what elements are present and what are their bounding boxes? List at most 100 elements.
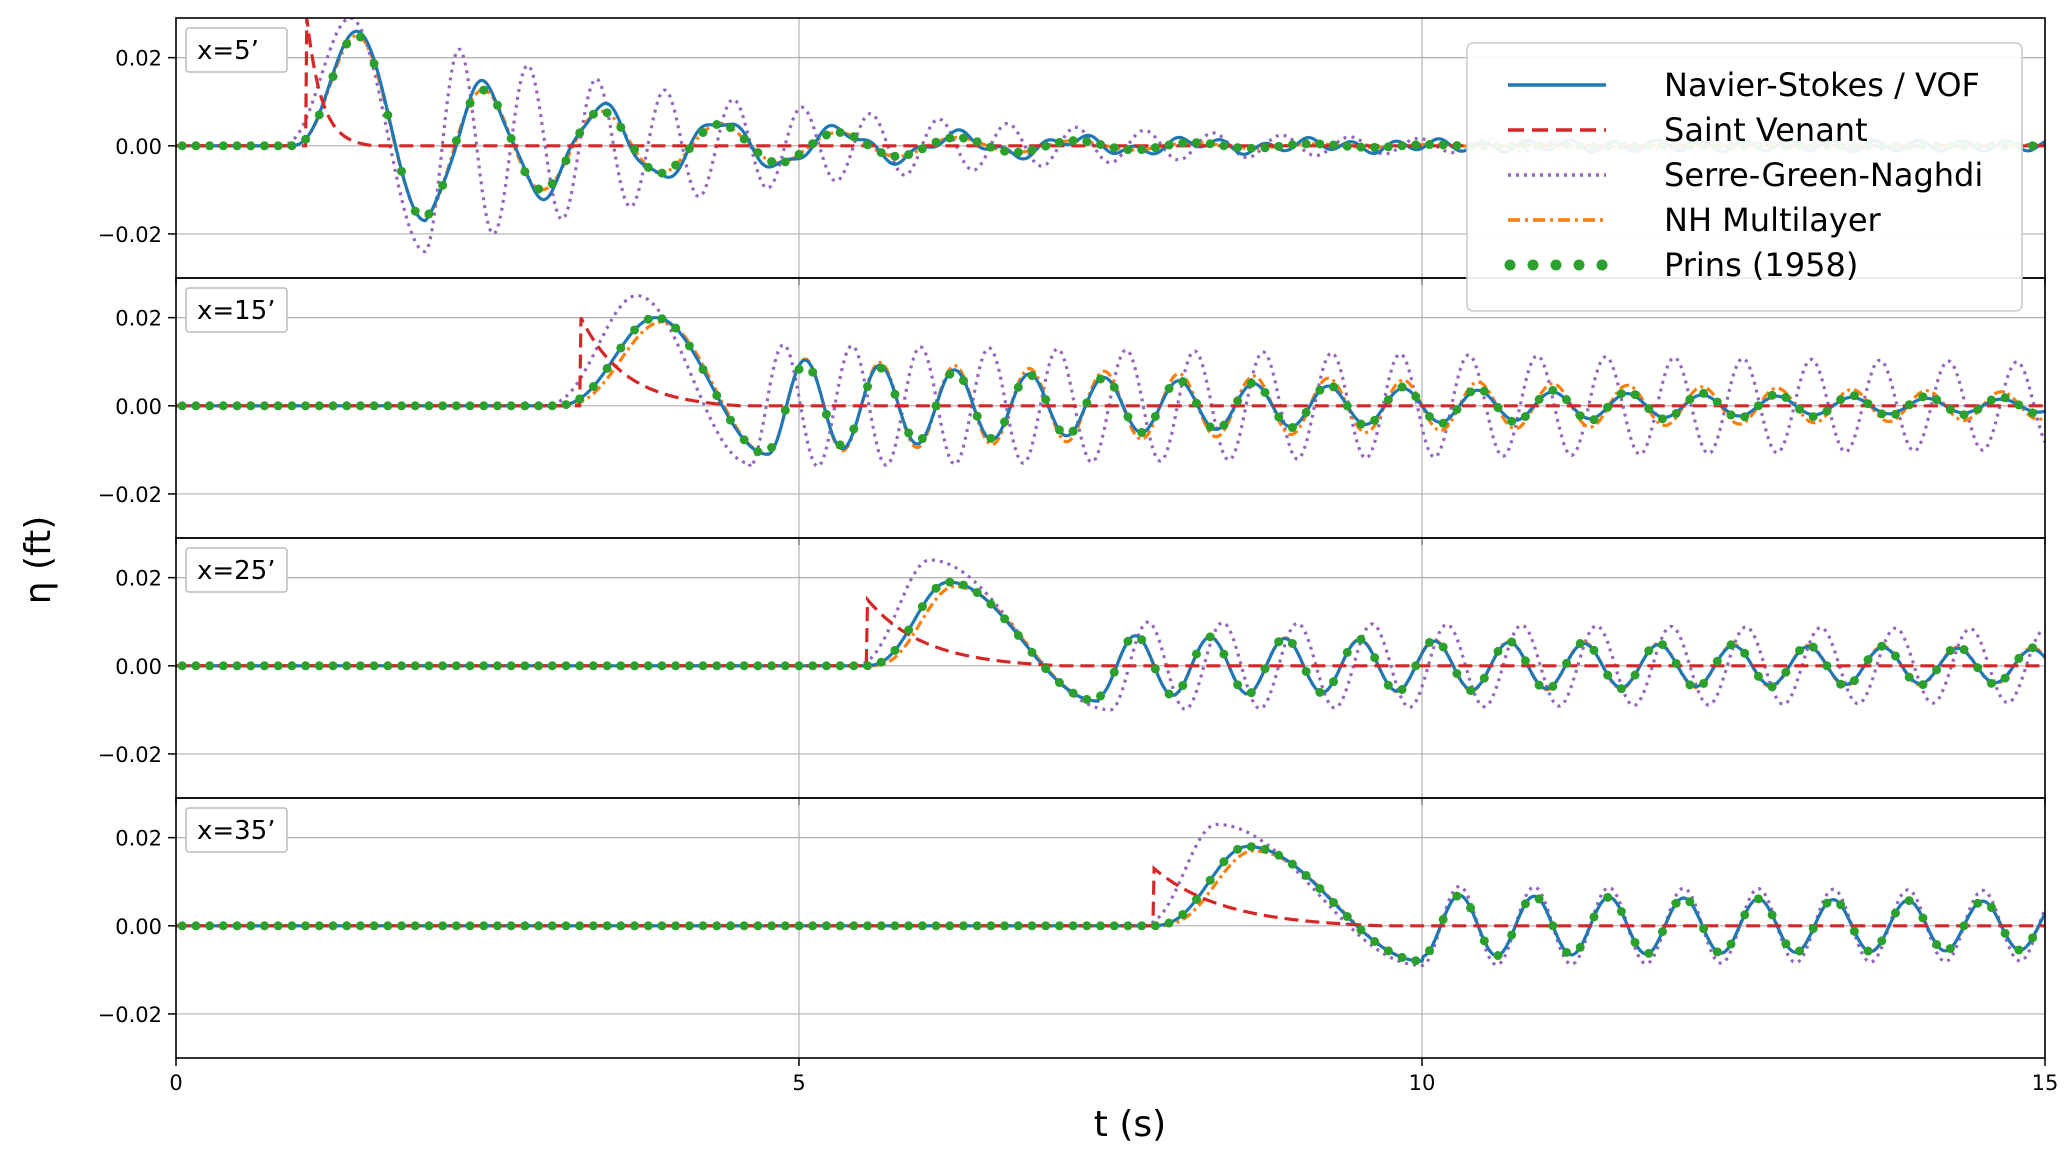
series-marker bbox=[1603, 402, 1613, 412]
y-tick-label: 0.02 bbox=[115, 567, 162, 591]
series-marker bbox=[438, 661, 448, 671]
series-marker bbox=[1493, 951, 1503, 961]
series-marker bbox=[1301, 870, 1311, 880]
series-marker bbox=[1767, 910, 1777, 920]
series-marker bbox=[1466, 686, 1476, 696]
series-marker bbox=[547, 179, 557, 189]
x-tick-label: 15 bbox=[2032, 1071, 2059, 1095]
series-marker bbox=[355, 921, 365, 931]
series-marker bbox=[451, 401, 461, 411]
series-marker bbox=[643, 314, 653, 324]
series-marker bbox=[904, 625, 914, 635]
series-marker bbox=[1315, 385, 1325, 395]
series-marker bbox=[684, 661, 694, 671]
series-marker bbox=[1548, 385, 1558, 395]
series-marker bbox=[547, 661, 557, 671]
panel-label-box bbox=[185, 807, 288, 853]
series-marker bbox=[1520, 656, 1530, 666]
x-axis-ticks: 0 5 10 15 bbox=[169, 1058, 2058, 1095]
series-marker bbox=[1356, 634, 1366, 644]
series-marker bbox=[849, 132, 859, 142]
series-marker bbox=[917, 921, 927, 931]
series-marker bbox=[917, 434, 927, 444]
series-marker bbox=[1164, 384, 1174, 394]
series-marker bbox=[1329, 897, 1339, 907]
series-marker bbox=[246, 921, 256, 931]
x-tick-label: 0 bbox=[169, 1071, 182, 1095]
series-line bbox=[176, 558, 2045, 712]
series-marker bbox=[1287, 859, 1297, 869]
series-marker bbox=[1740, 648, 1750, 658]
series-marker bbox=[1699, 678, 1709, 688]
series-marker bbox=[1808, 924, 1818, 934]
series-marker bbox=[342, 39, 352, 49]
series-marker bbox=[1329, 382, 1339, 392]
panel-label: x=25’ bbox=[197, 556, 276, 586]
series-marker bbox=[1877, 641, 1887, 651]
panel: −0.02 0.00 0.02 x=25’ bbox=[98, 537, 2046, 805]
series-marker bbox=[1424, 637, 1434, 647]
series-marker bbox=[1918, 392, 1928, 402]
series-marker bbox=[972, 411, 982, 421]
series-marker bbox=[369, 921, 379, 931]
y-tick-label: 0.00 bbox=[115, 395, 162, 419]
series-marker bbox=[958, 921, 968, 931]
series-marker bbox=[1424, 946, 1434, 956]
series-marker bbox=[1740, 412, 1750, 422]
series-marker bbox=[520, 661, 530, 671]
series-marker bbox=[561, 921, 571, 931]
series-marker bbox=[863, 140, 873, 150]
series-marker bbox=[739, 435, 749, 445]
legend-box bbox=[1466, 42, 2023, 312]
series-marker bbox=[986, 433, 996, 443]
series-marker bbox=[1808, 412, 1818, 422]
series-marker bbox=[355, 661, 365, 671]
series-marker bbox=[1438, 914, 1448, 924]
series-marker bbox=[259, 401, 269, 411]
panels-group: −0.020.000.02 x=5’−0.020.000.02 x=15’−0.02… bbox=[98, 17, 2046, 1059]
series-marker bbox=[534, 921, 544, 931]
series-marker bbox=[1657, 414, 1667, 424]
series-marker bbox=[479, 661, 489, 671]
legend-label: Navier-Stokes / VOF bbox=[1664, 66, 1980, 104]
series-marker bbox=[1246, 688, 1256, 698]
series-marker bbox=[958, 133, 968, 143]
series-marker bbox=[492, 100, 502, 110]
series-marker bbox=[191, 661, 201, 671]
series-line bbox=[176, 865, 2045, 928]
series-marker bbox=[1795, 404, 1805, 414]
series-marker bbox=[1315, 139, 1325, 149]
series-marker bbox=[1068, 688, 1078, 698]
series-marker bbox=[1589, 415, 1599, 425]
series-marker bbox=[383, 401, 393, 411]
series-marker bbox=[1123, 636, 1133, 646]
series-marker bbox=[177, 921, 187, 931]
series-marker bbox=[794, 661, 804, 671]
series-marker bbox=[725, 921, 735, 931]
series-marker bbox=[917, 144, 927, 154]
series-marker bbox=[520, 401, 530, 411]
series-marker bbox=[273, 401, 283, 411]
series-marker bbox=[712, 119, 722, 129]
series-marker bbox=[1904, 400, 1914, 410]
series-marker bbox=[712, 390, 722, 400]
series-marker bbox=[698, 364, 708, 374]
legend-marker bbox=[1550, 259, 1562, 271]
series-marker bbox=[232, 401, 242, 411]
series-marker bbox=[1685, 897, 1695, 907]
series-line bbox=[176, 18, 2045, 254]
legend-label: Prins (1958) bbox=[1664, 246, 1858, 284]
series-marker bbox=[2000, 393, 2010, 403]
series-marker bbox=[328, 72, 338, 82]
series-marker bbox=[1630, 937, 1640, 947]
series-marker bbox=[1054, 137, 1064, 147]
series-marker bbox=[1137, 921, 1147, 931]
series-marker bbox=[451, 661, 461, 671]
series-marker bbox=[1054, 678, 1064, 688]
y-tick-label: 0.00 bbox=[115, 915, 162, 939]
panel-label-box bbox=[185, 547, 288, 593]
series-marker bbox=[684, 341, 694, 351]
series-marker bbox=[397, 401, 407, 411]
series-marker bbox=[835, 921, 845, 931]
